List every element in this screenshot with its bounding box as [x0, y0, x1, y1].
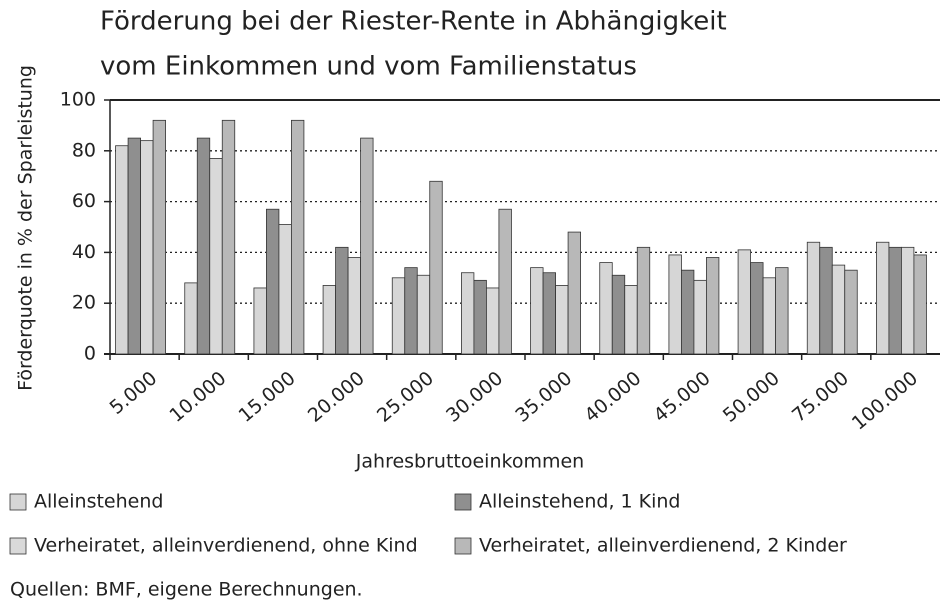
bar — [209, 158, 223, 355]
x-tick-label: 25.000 — [373, 367, 438, 427]
y-tick-label: 100 — [60, 89, 96, 111]
y-tick-label: 20 — [72, 292, 96, 314]
legend-label: Alleinstehend, 1 Kind — [479, 491, 681, 513]
bar — [901, 246, 915, 355]
bar — [693, 279, 707, 355]
y-tick-label: 80 — [72, 139, 96, 161]
bar — [115, 145, 129, 355]
bar — [762, 277, 776, 355]
source: Quellen: BMF, eigene Berechnungen. — [10, 579, 363, 601]
bar — [530, 267, 544, 355]
bar — [876, 241, 890, 355]
bar — [291, 119, 305, 355]
bar — [668, 254, 682, 355]
legend-swatch — [454, 537, 472, 555]
bar — [819, 246, 833, 355]
bar — [322, 285, 336, 355]
bar — [221, 119, 236, 355]
y-tick-label: 60 — [72, 190, 96, 212]
x-tick-label: 5.000 — [106, 367, 162, 419]
bar — [127, 137, 141, 355]
x-tick-label: 35.000 — [511, 367, 576, 427]
bar — [806, 241, 821, 355]
bar — [416, 274, 431, 355]
bar — [391, 277, 406, 355]
legend-swatch — [454, 493, 472, 511]
bar — [636, 246, 651, 355]
bar — [567, 231, 581, 355]
bar — [542, 272, 556, 355]
chart-title: vom Einkommen und vom Familienstatus — [100, 52, 637, 82]
bar — [486, 287, 500, 355]
x-tick-label: 100.000 — [848, 367, 922, 434]
x-tick-label: 40.000 — [580, 367, 645, 427]
bar — [360, 137, 374, 355]
bar — [913, 254, 927, 355]
x-tick-label: 30.000 — [442, 367, 507, 427]
bar — [335, 246, 349, 355]
x-tick-label: 50.000 — [719, 367, 784, 427]
bar — [429, 180, 443, 355]
bar — [706, 257, 720, 355]
legend-label: Alleinstehend — [34, 491, 163, 513]
bar — [152, 119, 166, 355]
bar — [611, 274, 626, 355]
y-tick-label: 0 — [84, 343, 96, 365]
bar — [750, 262, 764, 355]
bar — [184, 282, 198, 355]
bar — [599, 262, 613, 355]
bar — [624, 285, 638, 355]
chart-title: Förderung bei der Riester-Rente in Abhän… — [100, 7, 727, 37]
y-axis-label: Förderquote in % der Sparleistung — [15, 65, 37, 391]
legend-swatch — [9, 537, 27, 555]
x-axis-label: Jahresbruttoeinkommen — [355, 451, 584, 473]
bar — [681, 269, 695, 355]
bar — [404, 267, 418, 355]
bar — [775, 267, 789, 355]
bar — [196, 137, 211, 355]
x-tick-label: 10.000 — [165, 367, 230, 427]
bar — [473, 279, 487, 355]
legend-label: Verheiratet, alleinverdienend, 2 Kinder — [479, 535, 847, 557]
legend-label: Verheiratet, alleinverdienend, ohne Kind — [34, 535, 418, 557]
bar — [278, 224, 292, 355]
bar — [888, 246, 902, 355]
bar — [461, 272, 475, 355]
bar — [498, 208, 512, 355]
bar — [555, 285, 569, 355]
bar — [253, 287, 267, 355]
bar — [266, 208, 280, 355]
legend-swatch — [9, 493, 27, 511]
x-tick-label: 45.000 — [650, 367, 715, 427]
x-tick-label: 75.000 — [788, 367, 853, 427]
bar — [347, 257, 361, 355]
bar — [140, 140, 154, 355]
bar — [831, 264, 846, 355]
y-tick-label: 40 — [72, 241, 96, 263]
x-tick-label: 15.000 — [235, 367, 300, 427]
bar — [844, 269, 858, 355]
bar — [737, 249, 751, 355]
x-tick-label: 20.000 — [304, 367, 369, 427]
